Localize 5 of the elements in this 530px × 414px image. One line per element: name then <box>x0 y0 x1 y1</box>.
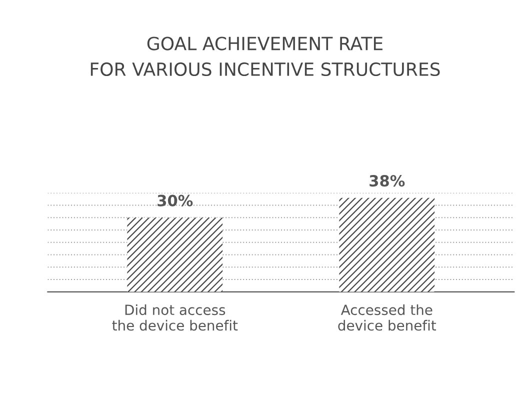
x-tick-label: Did not access the device benefit <box>112 304 238 331</box>
data-label: 38% <box>370 175 405 187</box>
x-tick-label: Accessed the device benefit <box>338 304 436 331</box>
chart-title: GOAL ACHIEVEMENT RATE FOR VARIOUS INCENTIVE STRUCTURES <box>90 36 440 76</box>
data-label: 30% <box>158 194 193 206</box>
